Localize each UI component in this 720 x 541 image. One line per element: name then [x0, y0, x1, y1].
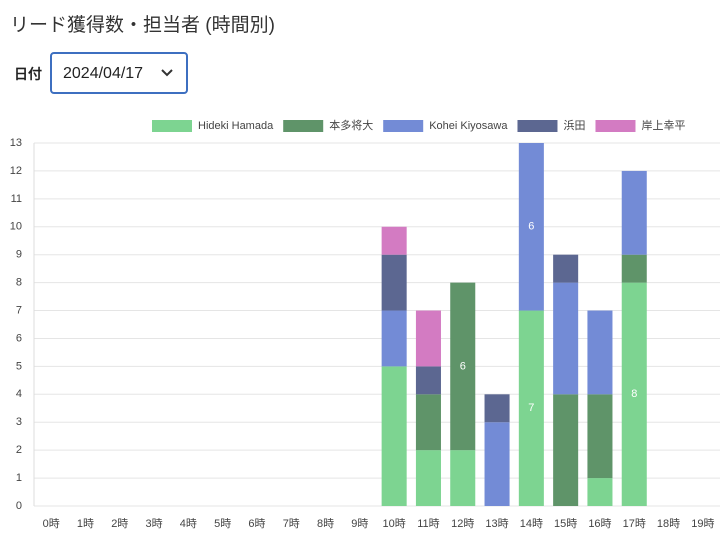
x-tick-label: 9時 [351, 517, 368, 530]
x-tick-label: 12時 [451, 517, 474, 530]
bar-segment [415, 394, 441, 451]
y-tick-label: 6 [16, 332, 22, 344]
x-tick-label: 7時 [283, 517, 300, 530]
bar-segment [484, 394, 510, 423]
bar-segment [553, 282, 579, 395]
legend-swatch [383, 120, 424, 132]
x-tick-label: 13時 [485, 517, 508, 530]
bar-segment [415, 366, 441, 395]
x-tick-label: 6時 [248, 517, 265, 530]
bar-segment [518, 143, 544, 311]
date-value: 2024/04/17 [63, 65, 144, 82]
legend-swatch [152, 120, 192, 132]
x-tick-label: 16時 [588, 517, 611, 530]
bar-segment [450, 450, 476, 506]
bar-segment [587, 478, 613, 506]
bar-segment [587, 394, 613, 479]
x-tick-label: 18時 [657, 517, 680, 530]
filter-label: 日付 [14, 66, 42, 82]
bar-segment [621, 254, 647, 283]
x-tick-label: 17時 [623, 517, 646, 530]
x-tick-label: 15時 [554, 517, 577, 530]
bar-segment [553, 254, 579, 283]
page-title: リード獲得数・担当者 (時間別) [10, 15, 275, 36]
x-tick-label: 10時 [383, 517, 406, 530]
legend-label: Kohei Kiyosawa [429, 120, 508, 132]
bar-segment [381, 226, 407, 255]
data-label: 6 [528, 221, 534, 233]
x-tick-label: 8時 [317, 517, 334, 530]
bar-segment [587, 310, 613, 395]
x-tick-label: 0時 [43, 517, 60, 530]
x-tick-label: 4時 [180, 517, 197, 530]
bar-segment [518, 310, 544, 506]
legend-swatch [595, 120, 636, 132]
x-tick-label: 11時 [417, 517, 439, 530]
y-tick-label: 7 [16, 304, 22, 316]
bar-segment [621, 282, 647, 506]
x-tick-label: 14時 [520, 517, 543, 530]
x-tick-label: 19時 [691, 517, 714, 530]
x-tick-label: 1時 [77, 517, 94, 530]
legend-swatch [283, 120, 324, 132]
data-label: 7 [528, 402, 534, 414]
bar-segment [381, 254, 407, 311]
y-tick-label: 1 [16, 472, 22, 484]
bar-segment [621, 170, 647, 255]
legend-swatch [517, 120, 558, 132]
data-label: 6 [460, 360, 466, 372]
legend-label: 浜田 [563, 119, 585, 132]
y-tick-label: 11 [11, 193, 22, 205]
chevron [161, 69, 173, 77]
date-select[interactable]: 2024/04/17 [50, 52, 188, 94]
bar-segment [415, 450, 441, 506]
y-tick-label: 5 [16, 360, 22, 372]
x-tick-label: 2時 [111, 517, 128, 530]
y-tick-label: 9 [16, 249, 22, 261]
legend-label: Hideki Hamada [198, 120, 274, 132]
bar-segment [381, 310, 407, 367]
y-tick-label: 10 [10, 221, 22, 233]
y-tick-label: 2 [16, 444, 22, 456]
y-tick-label: 0 [16, 500, 22, 512]
bar-segment [553, 394, 579, 506]
y-tick-label: 3 [16, 416, 22, 428]
data-label: 8 [631, 388, 637, 400]
bar-segment [415, 310, 441, 367]
legend-label: 岸上幸平 [641, 119, 685, 132]
y-tick-label: 4 [16, 388, 22, 400]
bar-segment [484, 422, 510, 506]
bar-segment [450, 282, 476, 451]
legend-label: 本多将大 [329, 118, 373, 132]
x-tick-label: 3時 [145, 517, 162, 530]
bar-segment [381, 366, 407, 506]
y-tick-label: 8 [16, 277, 22, 289]
y-tick-label: 13 [10, 137, 22, 149]
y-tick-label: 12 [10, 165, 22, 177]
x-tick-label: 5時 [214, 517, 231, 530]
